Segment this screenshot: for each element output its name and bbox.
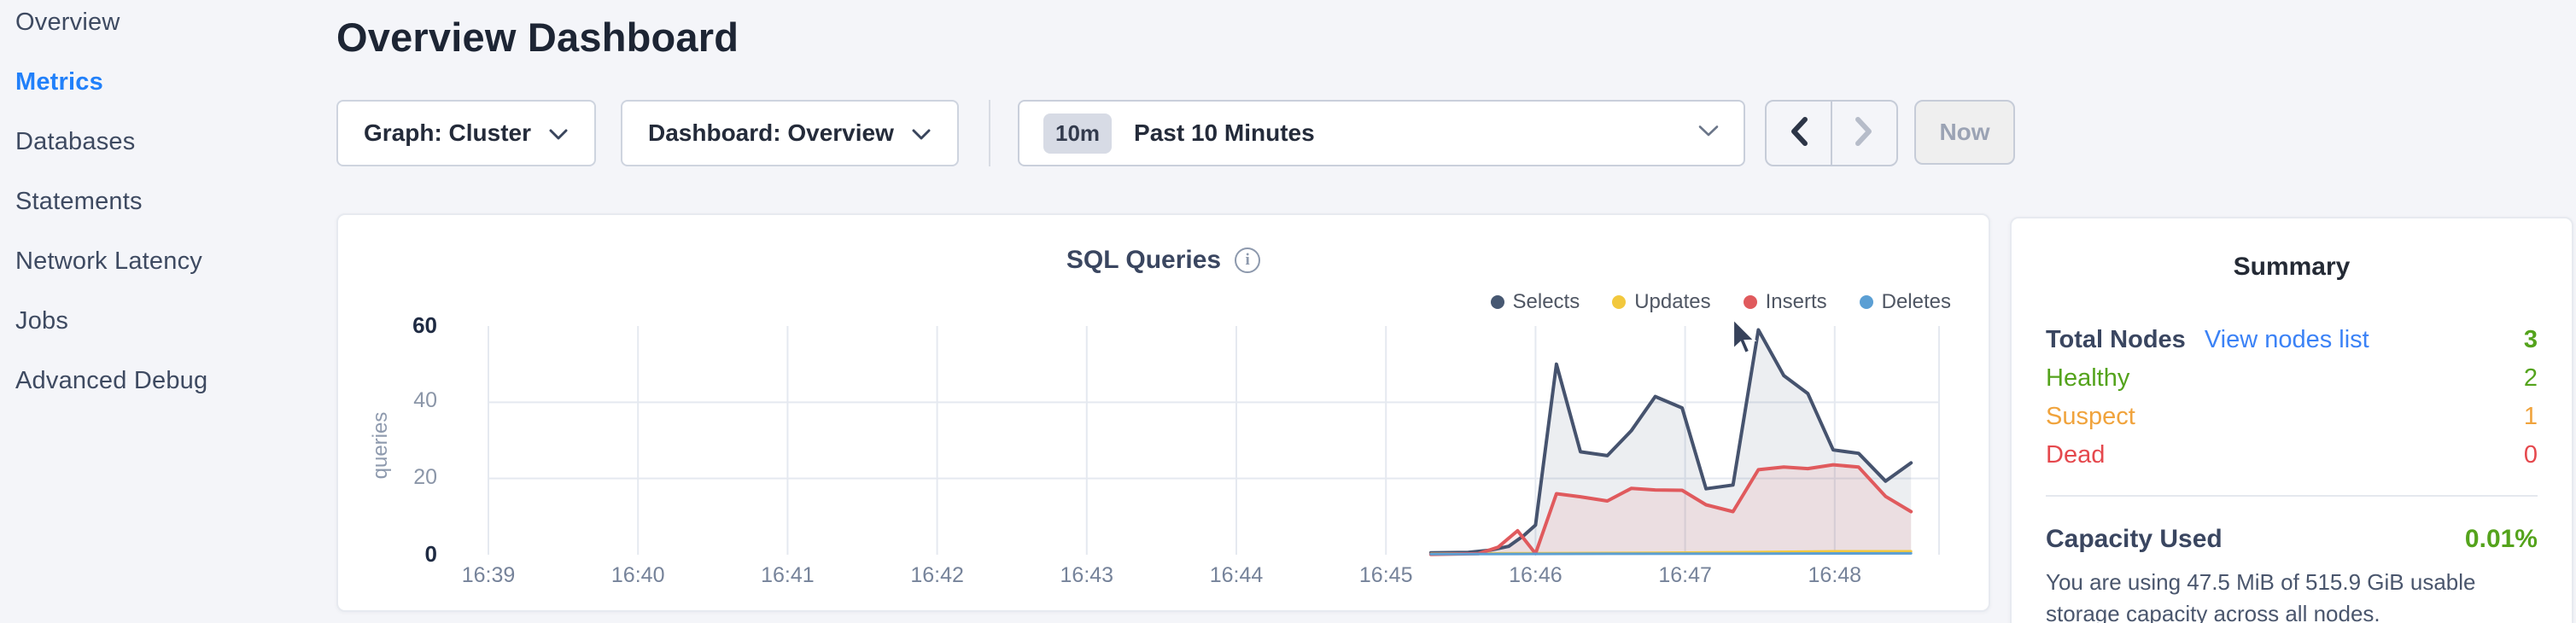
legend-label: Updates [1634,290,1711,313]
sidebar-item-jobs[interactable]: Jobs [15,307,69,335]
legend-dot-icon [1859,295,1873,309]
x-tick-label: 16:39 [461,563,516,587]
x-tick-label: 16:45 [1358,563,1413,587]
legend-item-deletes[interactable]: Deletes [1859,290,1951,314]
sql-queries-plot [488,326,1940,556]
x-tick-label: 16:41 [761,563,815,587]
chart-legend: Selects Updates Inserts Deletes [1490,290,1951,314]
time-range-badge: 10m [1043,113,1113,154]
sidebar-item-metrics[interactable]: Metrics [15,68,103,96]
healthy-value: 2 [2523,364,2538,392]
summary-row-suspect: Suspect 1 [2046,398,2538,436]
chevron-left-icon [1790,116,1808,150]
chevron-down-icon [548,119,569,147]
sql-queries-chart-card: SQL Queries i Selects Updates Inserts Delet… [336,213,1990,612]
sidebar-item-statements[interactable]: Statements [15,188,143,215]
now-button[interactable]: Now [1914,100,2015,165]
time-range-picker[interactable]: 10m Past 10 Minutes [1018,100,1745,166]
page-title: Overview Dashboard [336,15,739,60]
view-nodes-list-link[interactable]: View nodes list [2204,326,2369,353]
graph-scope-label: Graph: Cluster [364,119,532,146]
x-tick-label: 16:48 [1808,563,1862,587]
y-tick-label: 60 [412,312,437,338]
summary-panel: Summary Total Nodes View nodes list 3 He… [2010,217,2573,623]
summary-row-total-nodes: Total Nodes View nodes list 3 [2046,321,2538,359]
summary-row-dead: Dead 0 [2046,436,2538,475]
healthy-label: Healthy [2046,364,2130,392]
legend-dot-icon [1743,295,1757,309]
info-icon[interactable]: i [1235,247,1261,273]
y-tick-label: 0 [424,541,437,567]
time-step-buttons [1765,100,1898,166]
mouse-cursor [1732,317,1761,361]
legend-label: Deletes [1881,290,1951,313]
suspect-value: 1 [2523,403,2538,430]
x-tick-label: 16:42 [910,563,964,587]
time-step-forward-button[interactable] [1832,102,1896,165]
summary-row-healthy: Healthy 2 [2046,359,2538,398]
dead-value: 0 [2523,441,2538,469]
dashboard-dropdown[interactable]: Dashboard: Overview [621,100,959,166]
chevron-right-icon [1855,116,1873,150]
dead-label: Dead [2046,441,2106,469]
chevron-down-icon [911,119,932,147]
capacity-description: You are using 47.5 MiB of 515.9 GiB usab… [2046,569,2476,623]
total-nodes-label: Total Nodes [2046,326,2186,353]
graph-scope-dropdown[interactable]: Graph: Cluster [336,100,597,166]
legend-dot-icon [1612,295,1627,309]
legend-item-inserts[interactable]: Inserts [1743,290,1827,314]
dashboard-label: Dashboard: Overview [648,119,894,146]
capacity-used-value: 0.01% [2464,525,2538,553]
arrow-separator [1831,102,1832,165]
sidebar-item-databases[interactable]: Databases [15,128,136,155]
x-tick-label: 16:46 [1509,563,1563,587]
chevron-down-icon [1697,125,1720,142]
y-tick-label: 20 [413,464,437,489]
x-tick-label: 16:43 [1060,563,1114,587]
legend-dot-icon [1490,295,1504,309]
time-range-label: Past 10 Minutes [1134,119,1315,146]
legend-item-updates[interactable]: Updates [1612,290,1711,314]
sidebar-item-network-latency[interactable]: Network Latency [15,247,202,275]
summary-row-capacity: Capacity Used 0.01% [2046,519,2538,560]
controls-divider [989,100,990,166]
x-tick-label: 16:47 [1658,563,1712,587]
suspect-label: Suspect [2046,403,2135,430]
total-nodes-value: 3 [2523,326,2538,353]
sidebar-item-overview[interactable]: Overview [15,9,120,36]
sidebar-item-advanced-debug[interactable]: Advanced Debug [15,367,208,394]
y-tick-label: 40 [413,388,437,413]
summary-title: Summary [2233,253,2351,281]
capacity-used-label: Capacity Used [2046,525,2223,553]
sidebar-nav: Overview Metrics Databases Statements Ne… [0,0,333,427]
legend-item-selects[interactable]: Selects [1490,290,1580,314]
summary-divider [2046,495,2538,497]
chart-title: SQL Queries [1066,246,1222,274]
legend-label: Selects [1512,290,1580,313]
legend-label: Inserts [1765,290,1827,313]
time-step-back-button[interactable] [1767,102,1831,165]
x-tick-label: 16:44 [1209,563,1264,587]
x-tick-label: 16:40 [610,563,665,587]
